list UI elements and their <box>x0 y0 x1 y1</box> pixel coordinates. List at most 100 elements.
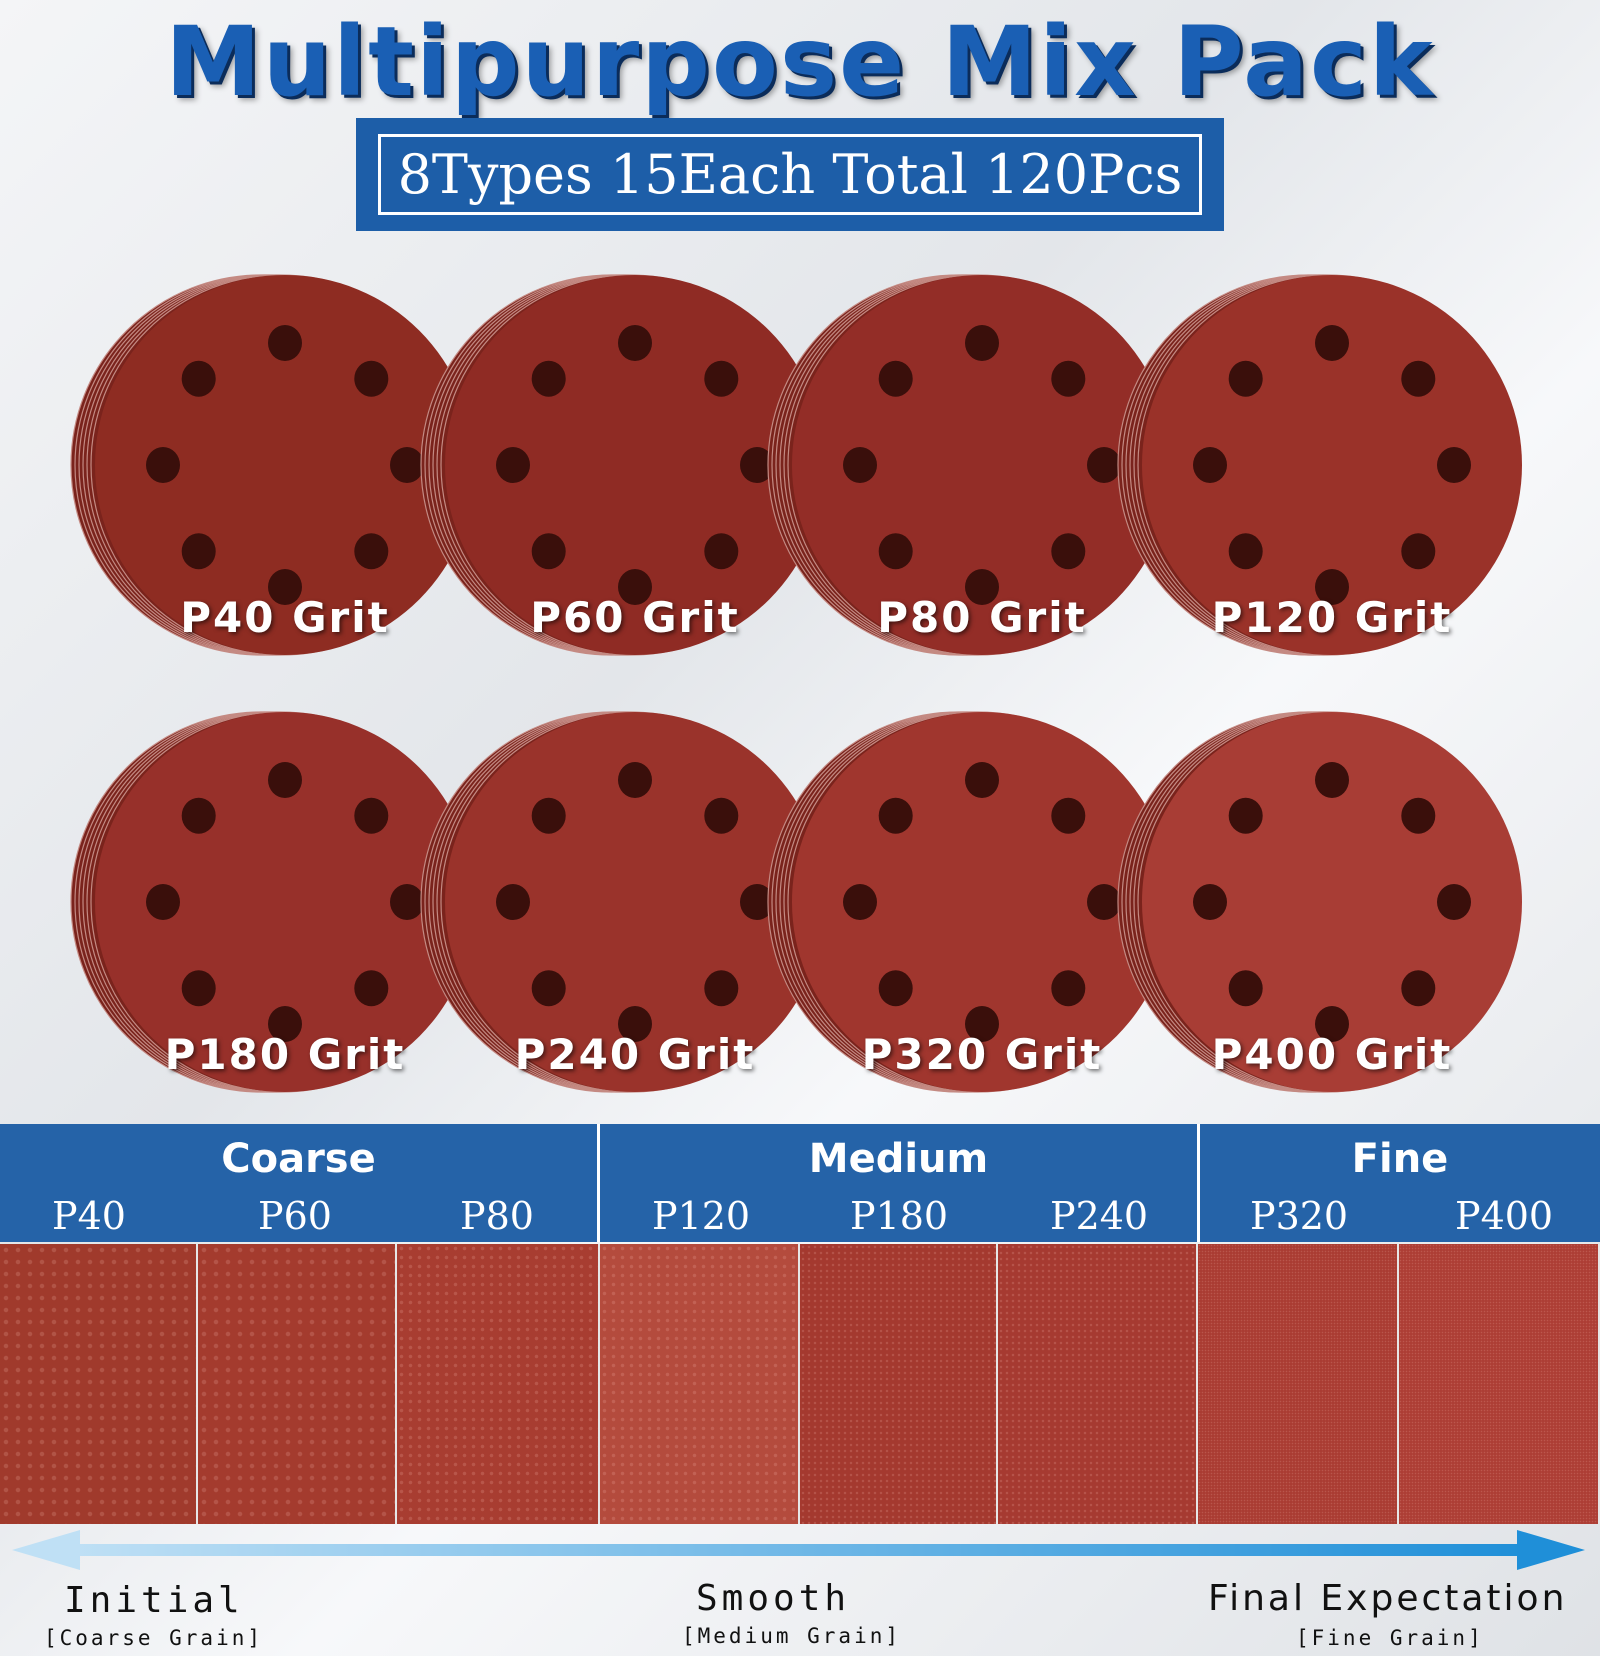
dust-hole <box>146 447 180 483</box>
dust-hole <box>1401 970 1436 1007</box>
dust-hole <box>740 447 774 483</box>
disc-grit-label: P60 Grit <box>530 593 740 642</box>
grade-name: Medium <box>808 1136 989 1182</box>
dust-hole <box>531 360 566 397</box>
dust-hole <box>496 447 530 483</box>
dust-hole <box>181 360 216 397</box>
grit-code: P240 <box>1050 1194 1149 1238</box>
scale-smooth-sub: [Medium Grain] <box>682 1624 902 1648</box>
dust-hole <box>354 360 389 397</box>
dust-hole <box>878 360 913 397</box>
dust-hole <box>965 569 999 605</box>
dust-hole <box>618 762 652 798</box>
dust-hole <box>268 1006 302 1042</box>
dust-hole <box>354 970 389 1007</box>
disc-grit-label: P80 Grit <box>877 593 1087 642</box>
grade-group-medium: Medium P120 P180 P240 <box>600 1124 1197 1242</box>
dust-hole <box>704 360 739 397</box>
grit-code: P120 <box>652 1194 751 1238</box>
dust-hole <box>181 797 216 834</box>
grit-swatch <box>1198 1244 1399 1524</box>
dust-hole <box>1315 1006 1349 1042</box>
dust-hole <box>496 884 530 920</box>
grit-code: P60 <box>258 1194 332 1238</box>
dust-hole <box>1087 447 1121 483</box>
dust-hole <box>1087 884 1121 920</box>
dust-hole <box>268 762 302 798</box>
sanding-disc: P40 Grit <box>55 255 475 675</box>
dust-hole <box>878 797 913 834</box>
dust-hole <box>1315 325 1349 361</box>
grade-divider <box>597 1124 600 1242</box>
grade-divider <box>1197 1124 1200 1242</box>
dust-hole <box>618 325 652 361</box>
disc-grit-label: P40 Grit <box>180 593 390 642</box>
dust-hole <box>146 884 180 920</box>
smoothness-arrow <box>12 1530 1585 1570</box>
grade-name: Coarse <box>221 1136 376 1182</box>
sanding-disc: P240 Grit <box>405 692 825 1112</box>
dust-hole <box>965 1006 999 1042</box>
sanding-disc: P320 Grit <box>752 692 1172 1112</box>
dust-hole <box>1315 762 1349 798</box>
dust-hole <box>1401 533 1436 570</box>
grit-code: P180 <box>850 1194 949 1238</box>
dust-hole <box>1437 447 1471 483</box>
grit-code: P80 <box>460 1194 534 1238</box>
dust-hole <box>1228 533 1263 570</box>
disc-grit-label: P240 Grit <box>514 1030 756 1079</box>
dust-hole <box>1437 884 1471 920</box>
grade-name: Fine <box>1351 1136 1449 1182</box>
dust-hole <box>843 884 877 920</box>
dust-hole <box>1401 360 1436 397</box>
disc-grit-label: P180 Grit <box>164 1030 406 1079</box>
dust-hole <box>1051 797 1086 834</box>
dust-hole <box>965 762 999 798</box>
sanding-disc: P120 Grit <box>1102 255 1522 675</box>
grit-swatch <box>600 1244 800 1524</box>
dust-hole <box>704 797 739 834</box>
dust-hole <box>1051 360 1086 397</box>
dust-hole <box>390 447 424 483</box>
dust-hole <box>843 447 877 483</box>
dust-hole <box>268 569 302 605</box>
dust-hole <box>181 970 216 1007</box>
grade-group-fine: Fine P320 P400 <box>1200 1124 1600 1242</box>
dust-hole <box>618 1006 652 1042</box>
sanding-disc: P60 Grit <box>405 255 825 675</box>
subtitle-text: 8Types 15Each Total 120Pcs <box>378 134 1202 215</box>
grit-code: P40 <box>52 1194 126 1238</box>
grit-swatch <box>198 1244 397 1524</box>
dust-hole <box>354 797 389 834</box>
dust-hole <box>878 533 913 570</box>
dust-hole <box>1051 970 1086 1007</box>
dust-hole <box>531 970 566 1007</box>
grit-swatch <box>0 1244 198 1524</box>
sanding-disc: P80 Grit <box>752 255 1172 675</box>
dust-hole <box>1228 970 1263 1007</box>
sanding-disc: P400 Grit <box>1102 692 1522 1112</box>
grit-code: P400 <box>1455 1194 1554 1238</box>
dust-hole <box>1193 447 1227 483</box>
grit-swatch <box>397 1244 600 1524</box>
scale-initial-label: Initial <box>64 1580 244 1621</box>
dust-hole <box>268 325 302 361</box>
scale-final-sub: [Fine Grain] <box>1296 1626 1484 1650</box>
page-title: Multipurpose Mix Pack <box>165 6 1435 118</box>
grit-swatch <box>998 1244 1198 1524</box>
sanding-disc: P180 Grit <box>55 692 475 1112</box>
disc-grit-label: P400 Grit <box>1211 1030 1453 1079</box>
dust-hole <box>1401 797 1436 834</box>
disc-grit-label: P120 Grit <box>1211 593 1453 642</box>
dust-hole <box>878 970 913 1007</box>
dust-hole <box>740 884 774 920</box>
dust-hole <box>1315 569 1349 605</box>
dust-hole <box>1193 884 1227 920</box>
dust-hole <box>531 797 566 834</box>
dust-hole <box>181 533 216 570</box>
grit-swatch <box>1399 1244 1600 1524</box>
dust-hole <box>704 533 739 570</box>
dust-hole <box>1228 797 1263 834</box>
dust-hole <box>531 533 566 570</box>
dust-hole <box>390 884 424 920</box>
